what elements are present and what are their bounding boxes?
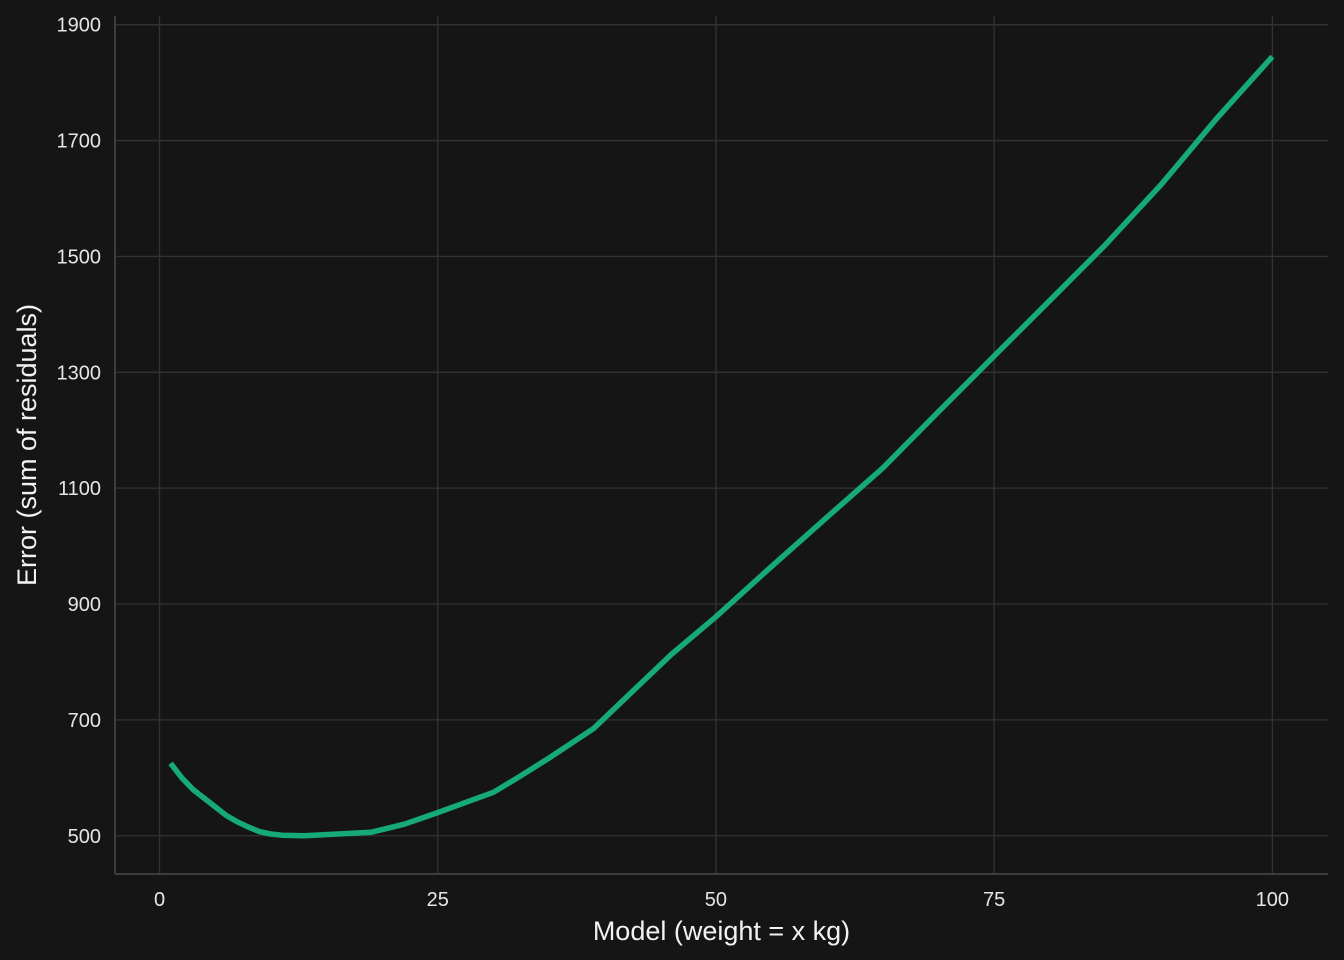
y-tick-label: 900 [68,594,101,616]
y-tick-label: 1900 [57,15,102,37]
y-tick-label: 1500 [57,246,102,268]
x-tick-label: 75 [983,889,1005,911]
x-tick-label: 0 [154,889,165,911]
x-gridlines [158,16,1274,874]
y-tick-label: 500 [68,826,101,848]
y-tick-label: 1300 [57,362,102,384]
series-line-1 [168,54,1275,839]
x-axis-title: Model (weight = x kg) [593,916,850,946]
y-tick-label: 700 [68,710,101,732]
x-tick-labels: 0 25 50 75 100 [154,889,1289,911]
y-tick-label: 1100 [58,478,101,500]
y-axis-title: Error (sum of residuals) [12,304,42,586]
series-layer [168,54,1275,839]
y-tick-label: 1700 [57,131,102,153]
x-tick-label: 50 [705,889,727,911]
x-tick-label: 25 [427,889,449,911]
x-tick-label: 100 [1256,889,1289,911]
y-tick-labels: 500 700 900 1100 1300 1500 1700 1900 [57,15,102,848]
